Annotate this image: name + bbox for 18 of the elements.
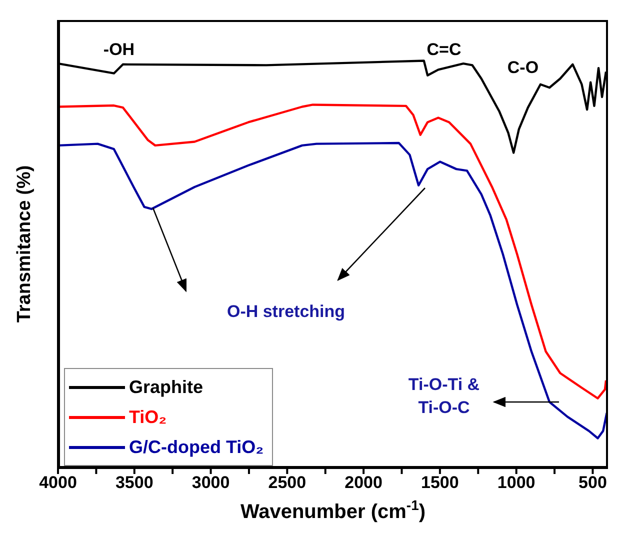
x-tick-label: 500 [578,473,607,492]
annotation: Ti-O-Ti & Ti-O-C [408,375,480,417]
annotation: C-O [507,58,539,77]
annotation: O-H stretching [226,302,346,321]
x-tick-label: 2000 [344,473,382,492]
x-tick-label: 3500 [115,473,154,492]
text: -OH [103,40,135,59]
legend-label: G/C-doped TiO₂ [129,436,264,456]
x-tick-label: 1500 [421,473,459,492]
x-tick-label: 4000 [39,473,77,492]
legend-label: Graphite [129,376,204,396]
x-axis-title: Wavenumber (cm$^{-1}$) [240,497,426,523]
x-tick-label: 2500 [268,473,306,492]
legend-label: TiO₂ [129,406,167,426]
y-axis-title: Transmitance (%) [14,165,35,323]
text: C=C [426,40,462,59]
x-tick-label: 1000 [497,473,536,492]
x-tick-label: 3000 [192,473,230,492]
